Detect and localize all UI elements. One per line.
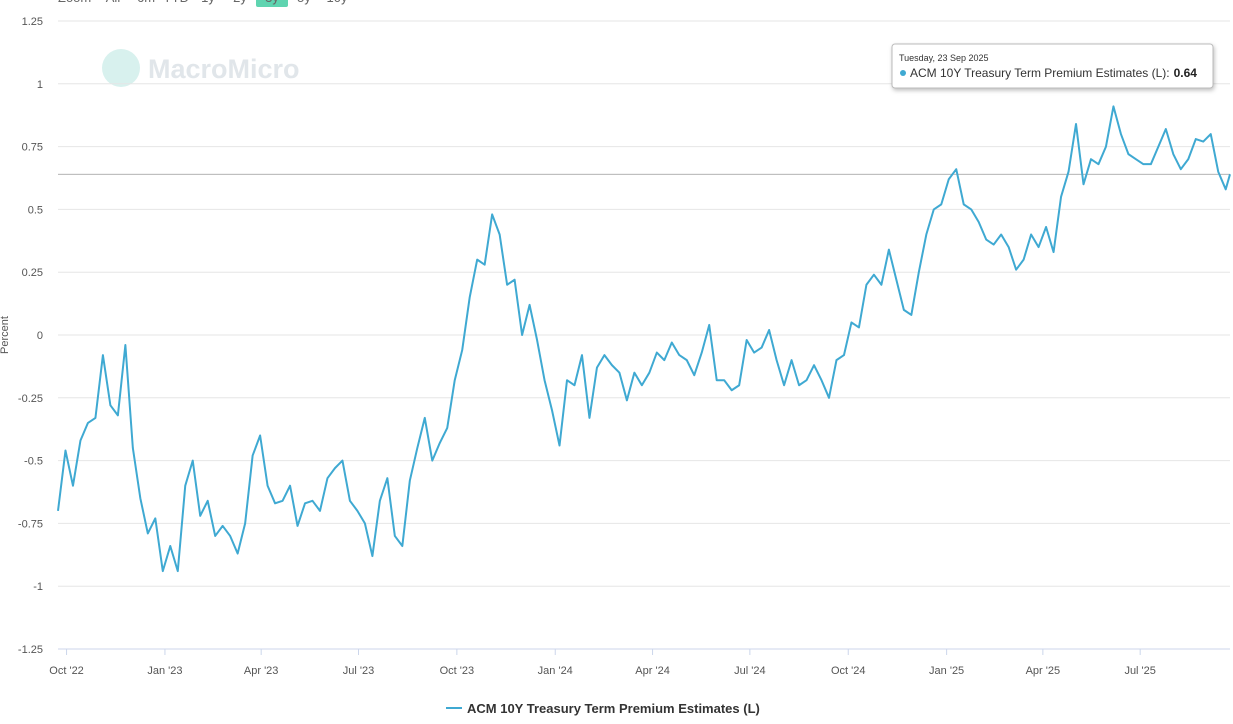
zoom-label: Zoom [58,0,91,5]
x-tick-label: Jul '23 [343,665,374,677]
watermark: MacroMicro [148,54,300,84]
range-button[interactable]: 6m [137,0,155,5]
x-tick-label: Jul '25 [1124,665,1155,677]
y-tick-label: 0.5 [28,204,43,216]
range-button[interactable]: 10y [327,0,348,5]
y-tick-label: 1.25 [22,16,43,28]
tooltip-marker [900,70,906,76]
x-tick-label: Jan '24 [538,665,573,677]
x-tick-label: Oct '23 [440,665,475,677]
y-tick-label: -1 [33,581,43,593]
tooltip-date: Tuesday, 23 Sep 2025 [899,53,989,63]
tooltip-value: 0.64 [1174,66,1198,80]
x-tick-label: Apr '25 [1026,665,1061,677]
plot [57,105,1231,573]
y-tick-label: 1 [37,79,43,91]
x-tick-label: Jan '23 [147,665,182,677]
x-tick-label: Oct '22 [49,665,84,677]
range-button[interactable]: 1y [201,0,215,5]
y-tick-label: -0.5 [24,456,43,468]
x-tick-label: Jan '25 [929,665,964,677]
range-button[interactable]: 2y [233,0,247,5]
tooltip: Tuesday, 23 Sep 2025 ACM 10Y Treasury Te… [891,43,1214,89]
x-tick-label: Apr '23 [244,665,279,677]
y-tick-label: 0.75 [22,142,43,154]
watermark-logo [102,49,140,87]
range-button-selected [256,0,288,7]
x-tick-label: Oct '24 [831,665,866,677]
tooltip-box [891,43,1214,89]
y-tick-label: 0.25 [22,267,43,279]
tooltip-label: ACM 10Y Treasury Term Premium Estimates … [910,66,1170,80]
y-tick-label: -0.25 [18,393,43,405]
legend-label[interactable]: ACM 10Y Treasury Term Premium Estimates … [467,701,760,716]
range-button[interactable]: YTD [163,0,189,5]
y-tick-label: 0 [37,330,43,342]
series-line [57,105,1231,573]
grid: -1.25 -1 -0.75 -0.5 -0.25 0 0.25 0.5 0.75 1 1.25 Oc… [18,16,1230,677]
range-button[interactable]: 5y [297,0,311,5]
y-tick-label: -0.75 [18,518,43,530]
x-tick-label: Jul '24 [734,665,765,677]
range-button[interactable]: 3y [265,0,279,5]
x-tick-label: Apr '24 [635,665,670,677]
range-button[interactable]: All [106,0,121,5]
y-tick-label: -1.25 [18,644,43,656]
y-axis-label: Percent [0,316,11,354]
